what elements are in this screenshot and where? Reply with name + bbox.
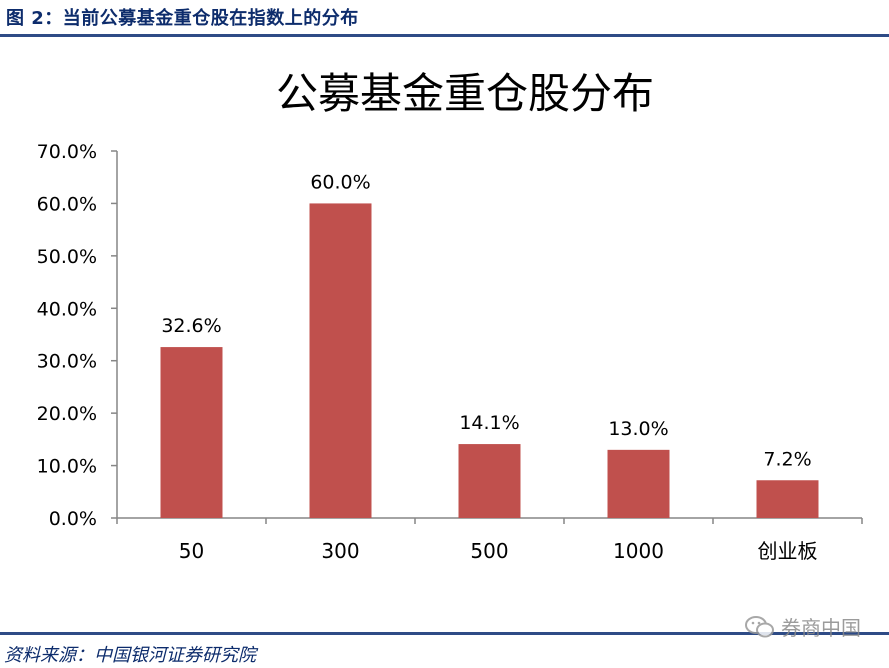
bar [756, 480, 819, 518]
y-tick-label: 70.0% [37, 141, 97, 163]
bar [309, 203, 372, 518]
data-label: 13.0% [608, 418, 668, 440]
chart-axes: 0.0% 10.0% 20.0% 30.0% 40.0% 50.0% 60.0% 70.0% [37, 141, 863, 530]
x-tick-label: 1000 [613, 539, 664, 563]
chart-labels: 32.6% 50 60.0% 300 14.1% 500 13.0% 1000 7.2% 创业板 [161, 171, 817, 563]
x-tick-label: 500 [470, 539, 508, 563]
wechat-icon [745, 615, 774, 637]
data-label: 7.2% [763, 448, 811, 470]
watermark: 券商中国 [745, 612, 861, 641]
y-tick-label: 30.0% [37, 351, 97, 373]
bar-chart: 公募基金重仓股分布 0.0% 10.0% 20.0% 30.0% 40.0% 50.0% 6… [37, 69, 863, 563]
watermark-text: 券商中国 [781, 616, 861, 640]
data-label: 32.6% [161, 315, 221, 337]
y-tick-label: 20.0% [37, 403, 97, 425]
figure-caption: 图 2：当前公募基金重仓股在指数上的分布 [6, 8, 359, 29]
x-tick-label: 50 [179, 539, 204, 563]
y-tick-label: 0.0% [49, 508, 97, 530]
data-label: 14.1% [459, 412, 519, 434]
bar [160, 347, 223, 518]
bar [607, 449, 670, 518]
chart-bars [160, 203, 819, 518]
y-tick-label: 50.0% [37, 246, 97, 268]
x-tick-label: 300 [321, 539, 359, 563]
x-tick-label: 创业板 [758, 539, 818, 563]
bottom-rule [0, 632, 889, 635]
y-tick-label: 60.0% [37, 193, 97, 215]
data-label: 60.0% [310, 171, 370, 193]
chart-title: 公募基金重仓股分布 [276, 69, 654, 118]
bar [458, 444, 521, 518]
y-tick-label: 10.0% [37, 456, 97, 478]
source-note: 资料来源：中国银河证券研究院 [4, 645, 256, 666]
y-tick-label: 40.0% [37, 298, 97, 320]
top-rule [0, 34, 889, 37]
